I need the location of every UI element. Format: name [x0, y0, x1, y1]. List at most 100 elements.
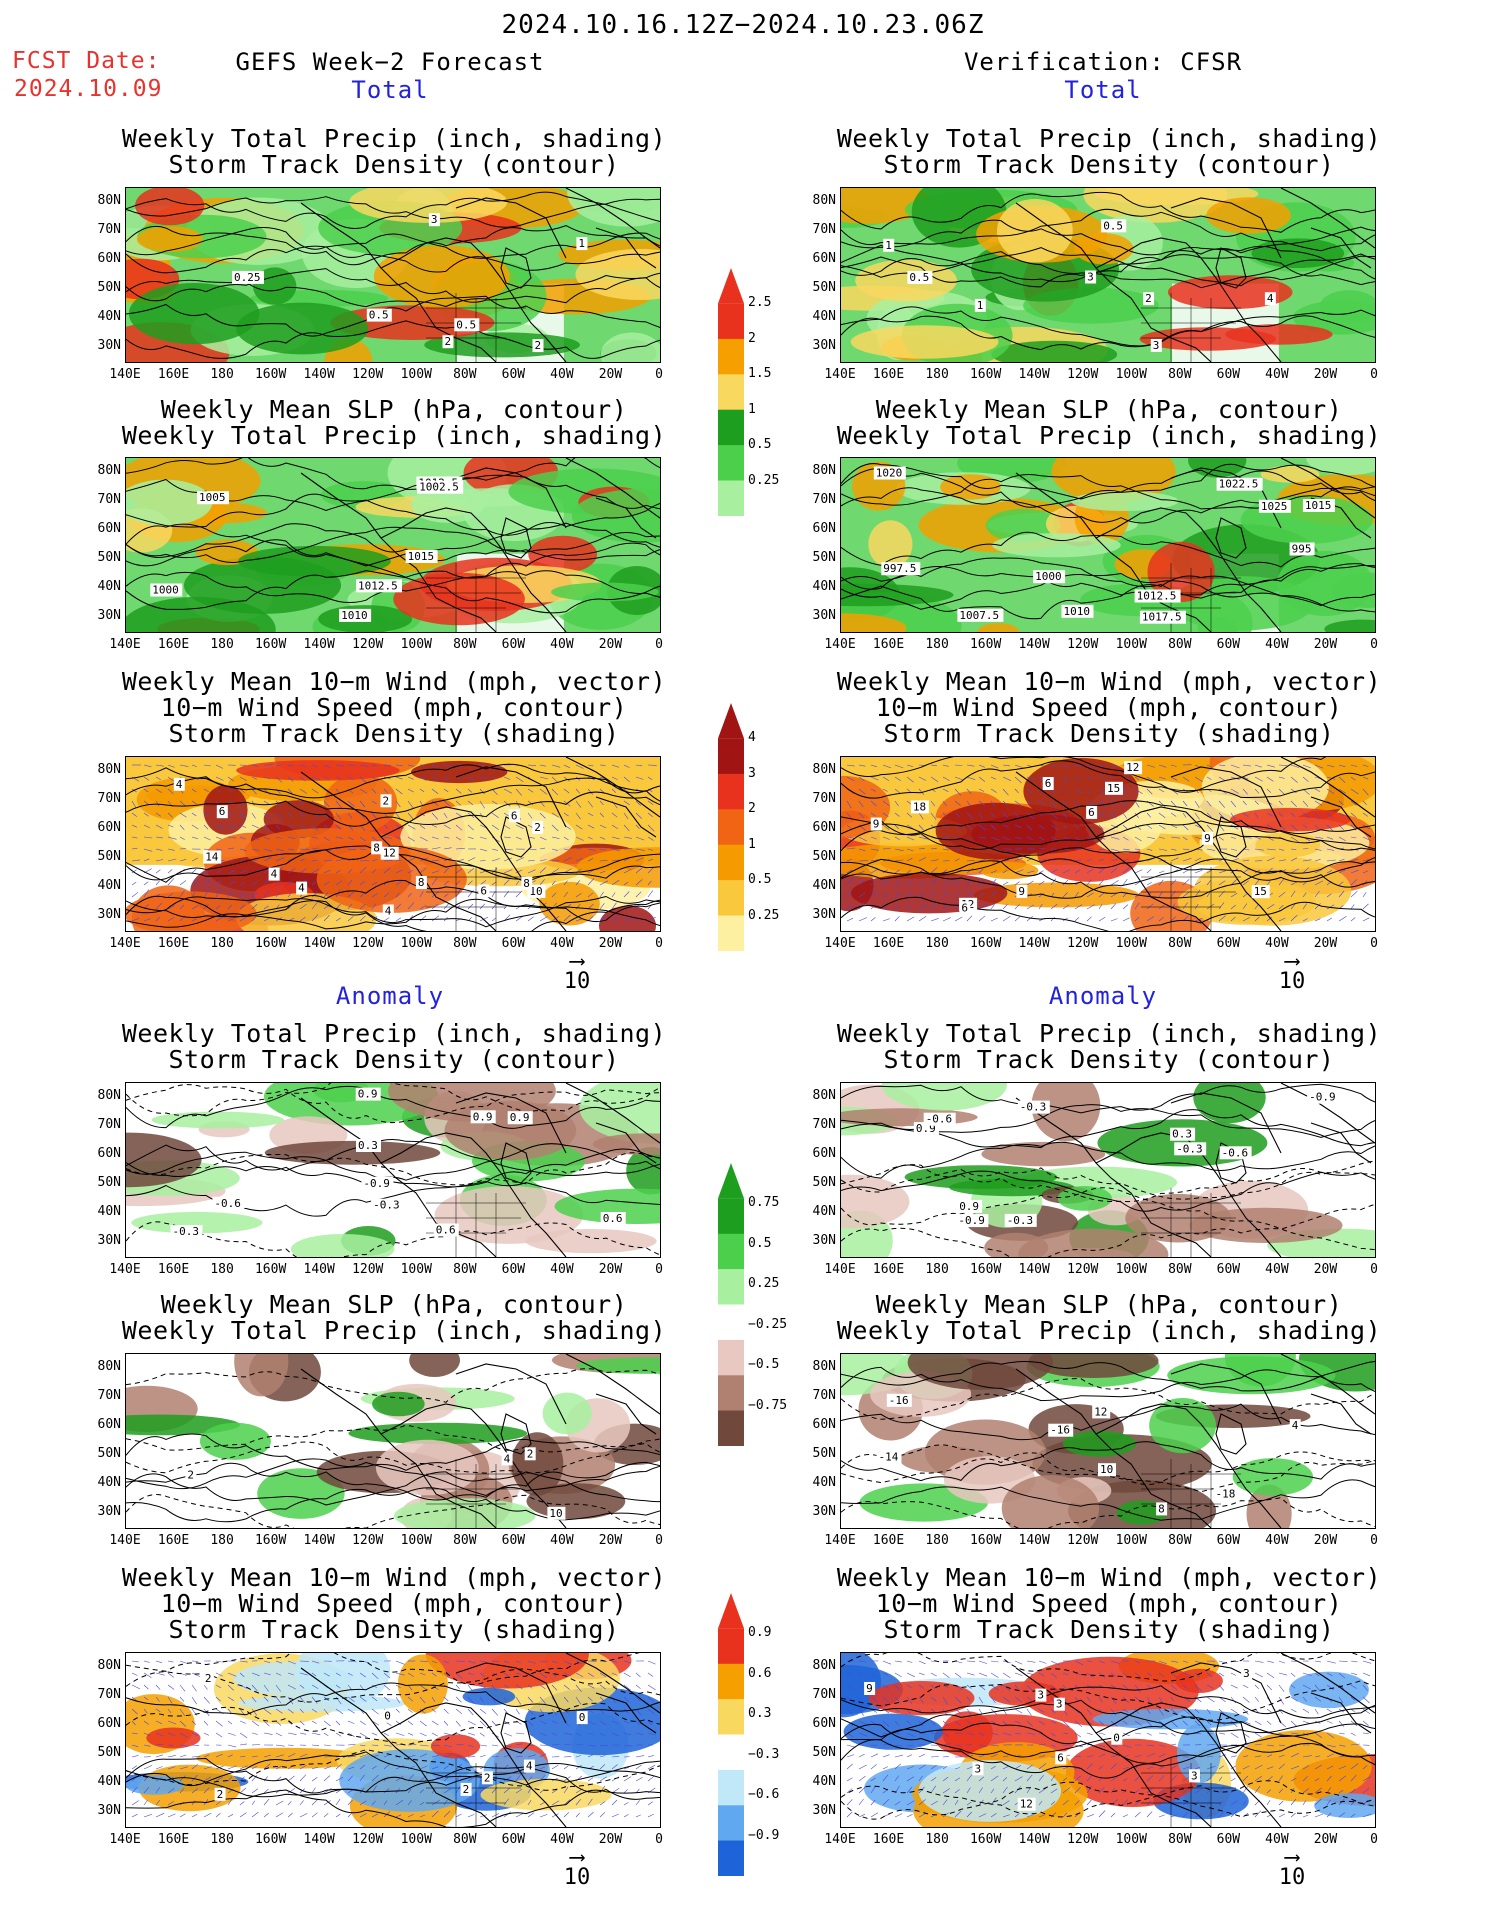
wind-vector: [1326, 1812, 1332, 1818]
contour-label-box: [1092, 1405, 1111, 1419]
wind-vector: [1038, 1787, 1047, 1794]
wind-vector: [1014, 800, 1021, 806]
contour-line: [126, 1143, 660, 1185]
contour-line: [841, 1441, 1375, 1482]
contour-label-box: [433, 1223, 459, 1237]
wind-vector: [275, 1800, 284, 1806]
wind-vector: [1074, 1786, 1081, 1794]
wind-vector: [251, 881, 257, 886]
wind-vector: [275, 891, 281, 898]
wind-vector: [1038, 1763, 1047, 1770]
lon-label: 120W: [1067, 1832, 1099, 1847]
wind-vector: [1098, 812, 1106, 818]
wind-vector: [563, 764, 571, 769]
wind-vector: [1314, 903, 1321, 910]
lon-label: 100W: [1115, 1533, 1147, 1548]
wind-vector: [611, 812, 618, 818]
contour-label-box: [1170, 1127, 1196, 1141]
wind-vector: [906, 1684, 913, 1689]
wind-vector: [1194, 903, 1199, 910]
contour-label: 6: [511, 809, 518, 822]
wind-vector: [131, 1684, 141, 1690]
lon-label: 20W: [598, 1262, 623, 1277]
wind-vector: [858, 1696, 863, 1701]
wind-vector: [311, 1708, 318, 1713]
wind-vector: [155, 902, 163, 910]
wind-vector: [623, 1732, 631, 1735]
wind-vector: [383, 1696, 390, 1703]
wind-vector: [954, 916, 963, 922]
contour-label: 1000: [152, 584, 179, 597]
wind-vector: [882, 878, 889, 886]
wind-vector: [1266, 1660, 1274, 1663]
arrow-right-icon: ⟶: [570, 949, 584, 974]
lon-label: 140E: [824, 367, 856, 382]
wind-vector: [846, 1754, 855, 1758]
wind-vector: [1014, 824, 1022, 828]
contour-line: [126, 1487, 660, 1523]
wind-vector: [407, 824, 416, 830]
wind-vector: [1350, 890, 1358, 898]
wind-vector: [894, 916, 900, 922]
wind-vector: [1242, 1800, 1247, 1806]
wind-vector: [1230, 824, 1239, 830]
wind-vector: [1170, 764, 1177, 767]
wind-vector: [1158, 1788, 1165, 1794]
wind-vector: [203, 1732, 210, 1736]
wind-vector: [978, 1776, 984, 1782]
panel-title-line: Storm Track Density (contour): [168, 1045, 620, 1074]
wind-vector: [155, 1660, 162, 1663]
anom-storm-colorbar: [718, 1593, 744, 1877]
wind-vector: [882, 847, 891, 850]
contour-label: -0.9: [363, 1177, 390, 1190]
wind-vector: [359, 1764, 366, 1770]
wind-vector: [611, 1720, 619, 1724]
wind-vector: [311, 869, 319, 874]
wind-vector: [918, 788, 925, 795]
wind-vector: [635, 857, 644, 862]
wind-vector: [179, 859, 187, 862]
wind-vector: [1194, 812, 1200, 820]
wind-vector: [215, 1800, 222, 1806]
wind-vector: [431, 1810, 439, 1818]
wind-vector: [1050, 868, 1058, 874]
wind-vector: [467, 880, 473, 886]
lat-label: 70N: [97, 791, 121, 806]
total-precip-colorbar: [718, 268, 744, 517]
wind-vector: [527, 1660, 536, 1664]
wind-vector: [155, 776, 161, 781]
wind-vector: [623, 891, 630, 898]
wind-vector: [287, 1812, 293, 1818]
shading-blob: [1189, 1207, 1343, 1243]
wind-vector: [954, 1696, 962, 1704]
wind-vector: [1206, 848, 1216, 851]
wind-vector: [1338, 1744, 1346, 1747]
wind-vector: [1146, 848, 1153, 851]
colorbar-segment: [718, 1805, 744, 1842]
wind-vector: [918, 857, 927, 862]
contour-label-box: [1289, 542, 1315, 556]
vf-total-precip-map: 0.5 3 4 1 1 0.5 2 3: [840, 187, 1376, 363]
wind-vector: [1350, 1743, 1360, 1746]
colorbar-label: 0.5: [748, 1235, 772, 1251]
lat-label: 50N: [97, 1745, 121, 1760]
wind-vector: [1170, 1720, 1178, 1728]
wind-vector: [443, 800, 451, 807]
wind-vector: [1338, 1732, 1345, 1735]
wind-vector: [479, 1732, 485, 1737]
wind-vector: [539, 1814, 548, 1818]
wind-vector: [1314, 890, 1320, 898]
lon-label: 120W: [352, 1533, 384, 1548]
wind-vector: [203, 1766, 212, 1770]
wind-vector: [647, 1708, 655, 1715]
wind-vector: [1074, 764, 1084, 766]
wind-vector: [942, 836, 950, 839]
wind-vector: [167, 1684, 175, 1690]
wind-vector: [1026, 1764, 1033, 1770]
wind-vector: [299, 800, 305, 806]
wind-vector: [1254, 1755, 1262, 1758]
lon-label: 0: [655, 1832, 663, 1847]
shading-blob: [980, 862, 1039, 880]
contour-line: [126, 570, 660, 604]
wind-vector: [443, 836, 450, 839]
